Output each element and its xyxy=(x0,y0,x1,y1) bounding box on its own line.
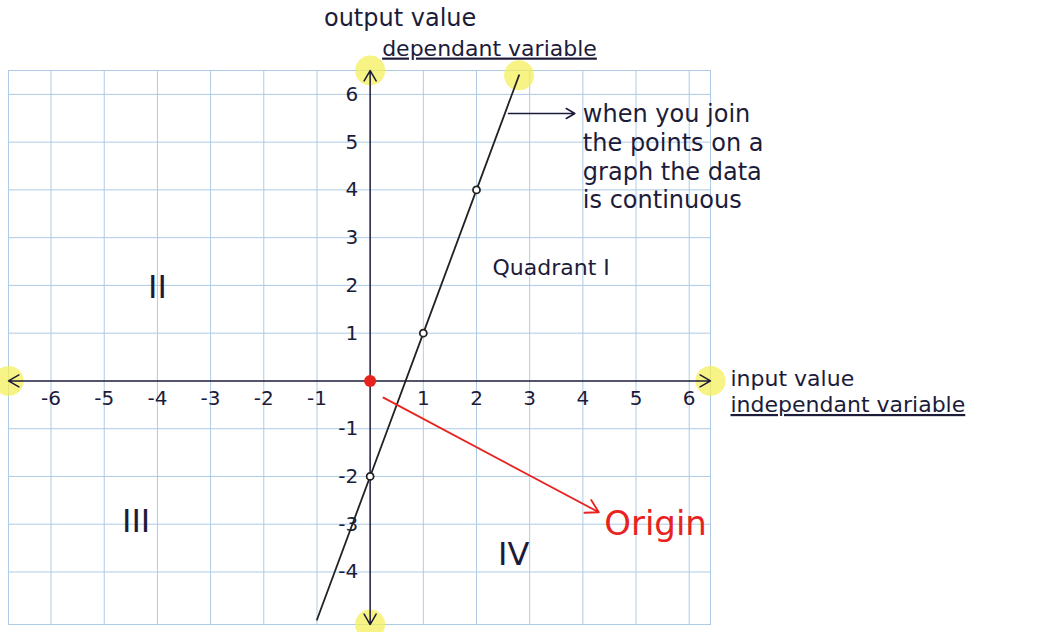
svg-text:output value: output value xyxy=(324,4,476,32)
svg-text:Origin: Origin xyxy=(604,503,707,543)
svg-text:5: 5 xyxy=(630,386,643,410)
svg-text:IV: IV xyxy=(498,535,529,573)
svg-text:3: 3 xyxy=(523,386,536,410)
svg-text:2: 2 xyxy=(345,273,358,297)
svg-text:II: II xyxy=(148,268,167,306)
svg-text:-6: -6 xyxy=(41,386,61,410)
svg-text:4: 4 xyxy=(345,177,358,201)
svg-text:-3: -3 xyxy=(338,511,359,536)
svg-text:independant variable: independant variable xyxy=(731,392,966,417)
svg-text:-3: -3 xyxy=(201,386,221,410)
svg-text:5: 5 xyxy=(345,130,358,154)
svg-text:2: 2 xyxy=(470,386,483,410)
svg-text:-1: -1 xyxy=(338,416,358,440)
svg-text:III: III xyxy=(122,502,150,540)
svg-text:Quadrant I: Quadrant I xyxy=(492,255,609,280)
svg-text:-4: -4 xyxy=(147,386,167,410)
svg-text:dependant variable: dependant variable xyxy=(382,36,597,61)
svg-text:when you jointhe points on agr: when you jointhe points on agraph the da… xyxy=(583,100,764,214)
svg-text:input value: input value xyxy=(731,366,855,391)
svg-text:-2: -2 xyxy=(254,386,274,410)
svg-text:-1: -1 xyxy=(307,386,327,410)
svg-text:6: 6 xyxy=(683,386,696,410)
svg-text:-4: -4 xyxy=(338,559,358,583)
svg-text:-5: -5 xyxy=(94,386,114,410)
svg-text:1: 1 xyxy=(417,386,430,410)
svg-text:1: 1 xyxy=(345,321,358,345)
svg-text:-2: -2 xyxy=(338,464,358,488)
svg-text:4: 4 xyxy=(576,386,589,410)
svg-text:6: 6 xyxy=(345,82,358,106)
svg-text:3: 3 xyxy=(345,225,358,249)
